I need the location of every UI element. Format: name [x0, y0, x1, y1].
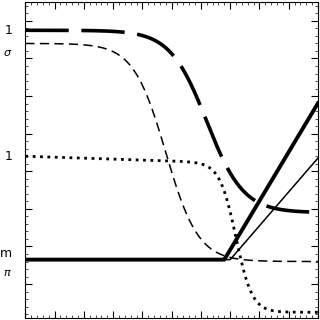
- Text: m: m: [0, 247, 12, 260]
- Text: 1: 1: [4, 150, 12, 163]
- Text: $\pi$: $\pi$: [3, 268, 12, 278]
- Text: $\sigma$: $\sigma$: [3, 48, 12, 58]
- Text: 1: 1: [4, 24, 12, 37]
